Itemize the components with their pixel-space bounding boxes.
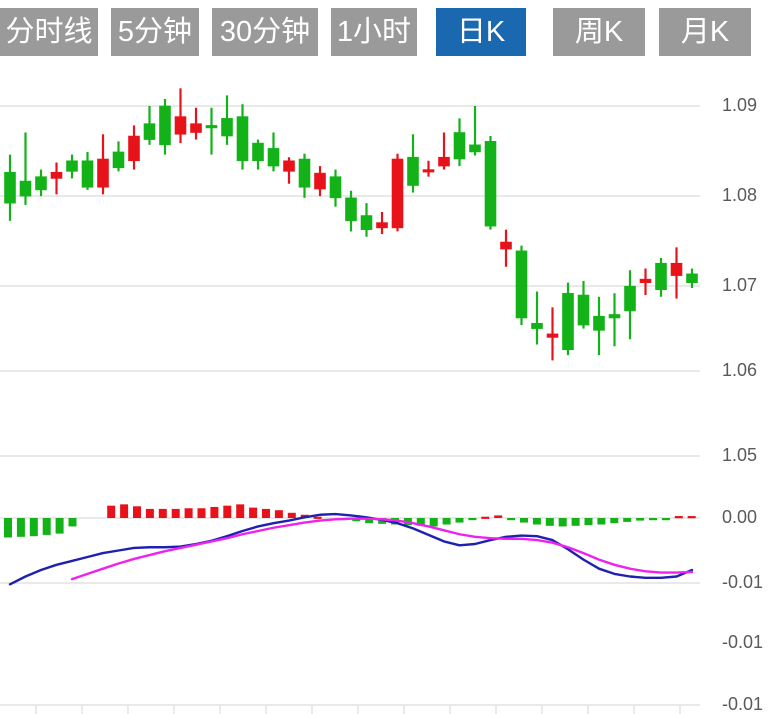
price-axis-label-4: 1.05 <box>722 445 758 465</box>
candle[interactable] <box>484 136 497 230</box>
candle[interactable] <box>205 107 218 155</box>
candle[interactable] <box>500 229 512 267</box>
candle[interactable] <box>252 139 264 170</box>
candle[interactable] <box>438 132 450 170</box>
timeframe-tab-0[interactable]: 分时线 <box>0 8 98 56</box>
candle[interactable] <box>577 280 590 329</box>
candle[interactable] <box>376 212 388 235</box>
candle[interactable] <box>593 296 605 356</box>
candle[interactable] <box>4 154 16 221</box>
macd-axis-label-0: 0.00 <box>722 507 758 527</box>
candle[interactable] <box>174 88 187 144</box>
candle[interactable] <box>143 106 156 145</box>
macd-histogram <box>4 504 696 538</box>
candle[interactable] <box>639 268 652 296</box>
candle[interactable] <box>562 282 574 356</box>
candle[interactable] <box>608 293 621 347</box>
candlestick-series[interactable] <box>4 88 698 361</box>
candle[interactable] <box>66 154 78 179</box>
candle[interactable] <box>236 104 249 170</box>
candle[interactable] <box>469 106 481 156</box>
candle[interactable] <box>670 247 683 299</box>
macd-axis-label-bottom: -0.01 <box>722 694 764 714</box>
candle[interactable] <box>546 307 559 361</box>
candle[interactable] <box>283 157 295 184</box>
timeframe-tab-6[interactable]: 月K <box>659 8 751 56</box>
candle[interactable] <box>159 98 171 155</box>
price-axis-label-1: 1.08 <box>722 185 758 205</box>
timeframe-tabbar: 分时线 5分钟 30分钟 1小时 日K 周K 月K <box>0 0 778 62</box>
chart-area[interactable] <box>0 62 778 714</box>
candle[interactable] <box>391 153 404 232</box>
candle[interactable] <box>515 245 528 326</box>
candle[interactable] <box>190 107 202 140</box>
candle[interactable] <box>686 268 698 288</box>
macd-axis-label-1: -0.01 <box>722 572 764 592</box>
candle[interactable] <box>50 162 63 195</box>
price-axis-label-3: 1.06 <box>722 360 758 380</box>
timeframe-tab-1[interactable]: 5分钟 <box>111 8 199 56</box>
bottom-axis <box>0 704 700 714</box>
timeframe-tab-4[interactable]: 日K <box>436 8 526 56</box>
candle[interactable] <box>422 160 435 177</box>
candle[interactable] <box>531 291 543 345</box>
macd-dif-line <box>8 512 694 586</box>
macd-axis-label-2: -0.01 <box>722 632 764 652</box>
candle[interactable] <box>345 190 357 232</box>
candle[interactable] <box>655 257 667 297</box>
price-axis-label-0: 1.09 <box>722 95 758 115</box>
candle[interactable] <box>267 132 280 172</box>
candle[interactable] <box>360 203 373 237</box>
candle[interactable] <box>19 132 32 205</box>
candle[interactable] <box>128 125 140 170</box>
price-axis-label-2: 1.07 <box>722 275 758 295</box>
candle[interactable] <box>221 95 233 145</box>
chart-svg[interactable] <box>0 62 778 714</box>
candle[interactable] <box>453 118 466 167</box>
timeframe-tab-2[interactable]: 30分钟 <box>212 8 318 56</box>
candle[interactable] <box>329 169 342 207</box>
candle[interactable] <box>112 141 125 172</box>
candle[interactable] <box>314 166 326 197</box>
candle[interactable] <box>35 169 47 197</box>
timeframe-tab-5[interactable]: 周K <box>553 8 645 56</box>
candle[interactable] <box>97 134 109 195</box>
macd-dea-line <box>70 517 694 581</box>
candle[interactable] <box>298 153 311 198</box>
candle[interactable] <box>624 270 636 340</box>
timeframe-tab-3[interactable]: 1小时 <box>331 8 417 56</box>
candle[interactable] <box>81 151 94 190</box>
candle[interactable] <box>407 134 419 193</box>
